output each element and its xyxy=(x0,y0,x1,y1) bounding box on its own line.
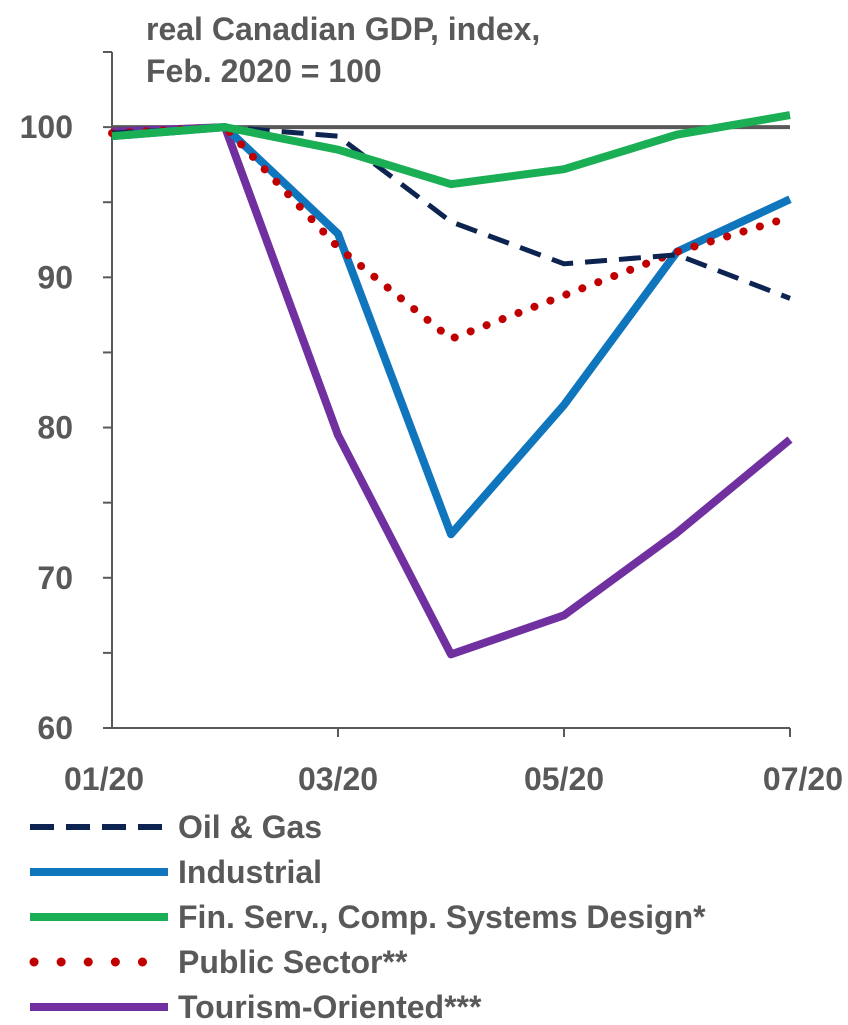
legend-label-industrial: Industrial xyxy=(178,854,322,890)
x-tick-label: 03/20 xyxy=(298,761,378,797)
series-line-oil-gas xyxy=(111,124,791,301)
y-tick-label: 100 xyxy=(20,109,73,145)
y-tick-label: 60 xyxy=(37,710,73,746)
axes xyxy=(103,51,791,737)
series-line-fin-serv-comp-systems-design xyxy=(111,111,791,189)
chart-title: real Canadian GDP, index, xyxy=(146,11,540,47)
chart-subtitle: Feb. 2020 = 100 xyxy=(146,53,382,89)
legend-label-fin-serv-comp-systems-design: Fin. Serv., Comp. Systems Design* xyxy=(178,899,706,935)
x-tick-label: 01/20 xyxy=(64,761,144,797)
y-tick-label: 70 xyxy=(37,560,73,596)
series-lines xyxy=(108,111,794,659)
tick-labels: 60 70 80 90 100 01/20 03/20 05/20 07/20 xyxy=(20,109,843,797)
x-tick-label: 07/20 xyxy=(763,761,843,797)
series-line-tourism-oriented xyxy=(111,123,793,659)
y-tick-label: 90 xyxy=(37,259,73,295)
y-tick-label: 80 xyxy=(37,410,73,446)
legend-label-tourism-oriented: Tourism-Oriented*** xyxy=(178,989,482,1025)
legend-label-oil-gas: Oil & Gas xyxy=(178,809,322,845)
legend: Oil & Gas Industrial Fin. Serv., Comp. Sys… xyxy=(29,809,706,1025)
legend-label-public-sector: Public Sector** xyxy=(178,944,408,980)
series-line-public-sector xyxy=(108,123,794,343)
x-tick-label: 05/20 xyxy=(524,761,604,797)
